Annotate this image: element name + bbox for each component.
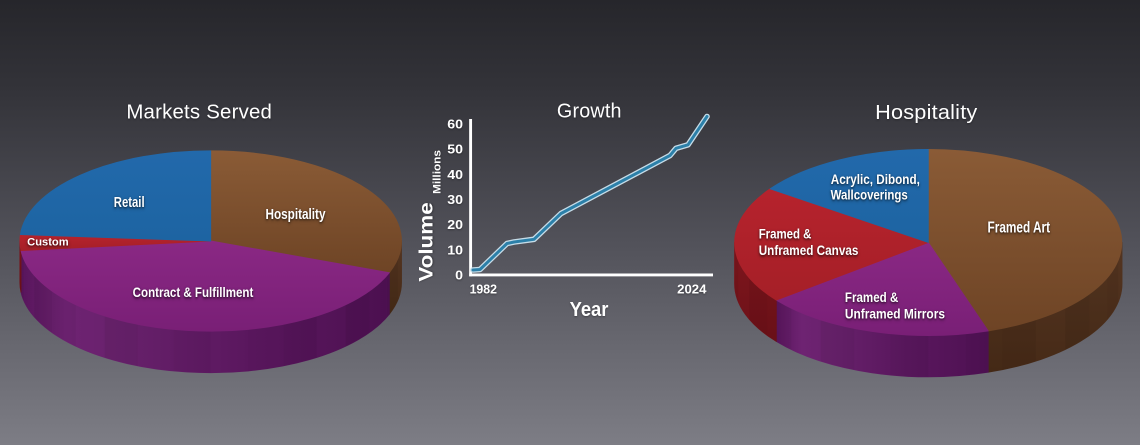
- svg-text:40: 40: [447, 167, 463, 181]
- svg-text:Unframed Canvas: Unframed Canvas: [759, 243, 859, 258]
- svg-text:2024: 2024: [677, 281, 707, 296]
- svg-text:0: 0: [455, 268, 463, 282]
- svg-text:Retail: Retail: [114, 194, 145, 211]
- svg-text:Framed &: Framed &: [845, 290, 898, 305]
- svg-text:Markets Served: Markets Served: [126, 101, 272, 123]
- svg-text:50: 50: [447, 142, 463, 156]
- svg-text:10: 10: [447, 243, 463, 257]
- svg-text:Year: Year: [570, 298, 609, 321]
- svg-text:Hospitality: Hospitality: [875, 102, 978, 124]
- svg-text:Millions: Millions: [432, 150, 443, 194]
- svg-text:1982: 1982: [470, 281, 497, 297]
- svg-text:Framed &: Framed &: [759, 226, 812, 241]
- svg-text:Growth: Growth: [557, 100, 622, 122]
- svg-text:Contract & Fulfillment: Contract & Fulfillment: [133, 285, 254, 300]
- svg-text:Unframed Mirrors: Unframed Mirrors: [845, 306, 945, 322]
- svg-text:Volume: Volume: [416, 202, 437, 281]
- svg-text:Custom: Custom: [27, 236, 69, 248]
- svg-text:Wallcoverings: Wallcoverings: [831, 186, 908, 202]
- svg-text:60: 60: [447, 117, 463, 131]
- svg-text:Acrylic, Dibond,: Acrylic, Dibond,: [831, 171, 920, 187]
- svg-text:30: 30: [447, 193, 463, 207]
- svg-text:Framed Art: Framed Art: [988, 219, 1051, 236]
- svg-text:Hospitality: Hospitality: [266, 206, 327, 222]
- svg-text:20: 20: [447, 218, 463, 232]
